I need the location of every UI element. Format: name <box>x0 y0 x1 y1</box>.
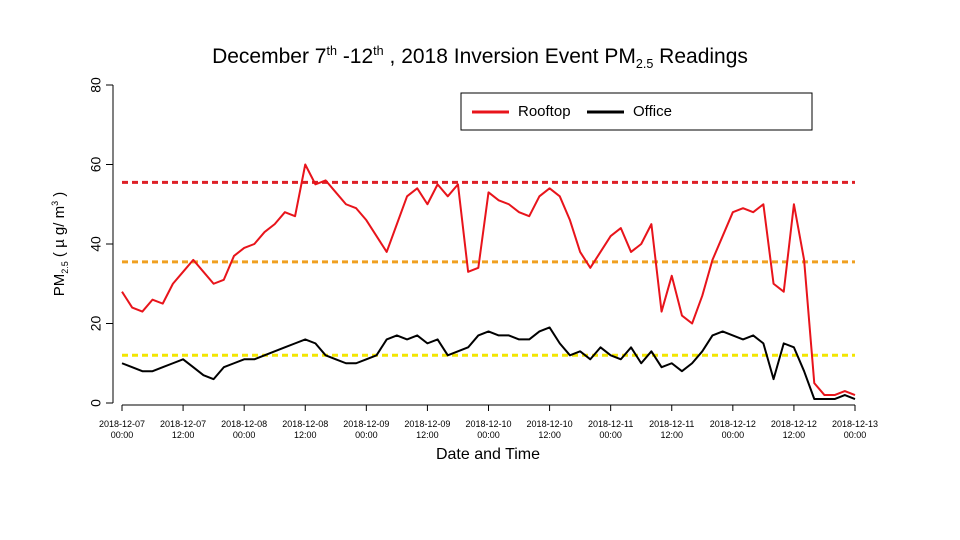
chart-title: December 7th -12th , 2018 Inversion Even… <box>0 44 960 71</box>
title-part: 2.5 <box>635 57 654 72</box>
title-part: December 7 <box>212 45 327 68</box>
title-part: th <box>373 44 384 58</box>
x-tick-label: 2018-12-12 00:00 <box>709 419 756 440</box>
x-tick-label: 2018-12-10 00:00 <box>465 419 512 440</box>
y-tick-label: 0 <box>88 399 104 407</box>
x-tick-label: 2018-12-11 00:00 <box>587 419 634 440</box>
y-tick-label: 20 <box>88 316 104 332</box>
title-part: -12 <box>336 45 374 68</box>
x-tick-label: 2018-12-11 12:00 <box>649 419 695 440</box>
x-tick-label: 2018-12-07 00:00 <box>98 419 146 440</box>
x-tick-label: 2018-12-13 00:00 <box>831 419 879 440</box>
x-axis-label: Date and Time <box>436 446 540 463</box>
y-tick-label: 60 <box>88 157 104 173</box>
title-part: th <box>326 44 337 58</box>
y-tick-label: 80 <box>88 77 104 93</box>
x-tick-label: 2018-12-09 00:00 <box>343 419 390 440</box>
x-tick-label: 2018-12-07 12:00 <box>160 419 207 440</box>
legend-label: Office <box>633 103 672 120</box>
x-tick-label: 2018-12-10 12:00 <box>526 419 573 440</box>
title-part: , 2018 Inversion Event PM <box>383 45 636 68</box>
legend-box <box>460 92 813 131</box>
series-line <box>121 326 856 401</box>
x-tick-label: 2018-12-12 12:00 <box>770 419 817 440</box>
x-tick-label: 2018-12-09 12:00 <box>404 419 451 440</box>
x-tick-label: 2018-12-08 12:00 <box>282 419 329 440</box>
legend-label: Rooftop <box>518 103 571 120</box>
y-tick-label: 40 <box>88 236 104 252</box>
series-line <box>121 163 856 397</box>
title-part: Readings <box>653 45 748 68</box>
x-tick-label: 2018-12-08 00:00 <box>221 419 268 440</box>
